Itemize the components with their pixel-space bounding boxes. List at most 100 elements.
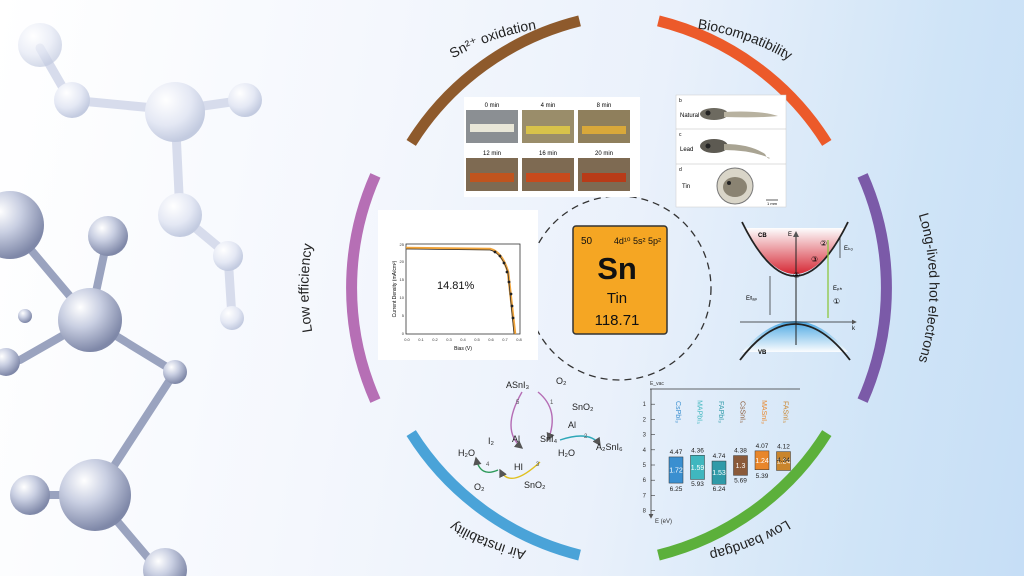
biocompat-panel: b c d Natural Lead Tin 1 mm bbox=[675, 94, 787, 208]
bandgap-value-label: 1.53 bbox=[712, 470, 726, 477]
svg-text:15: 15 bbox=[400, 277, 405, 282]
marker-3: ③ bbox=[811, 255, 818, 264]
bandgap-bars: 4.47 1.72 6.25 CsPbI₃ 4.36 1.59 5.93 MAPbI₃ 4.74… bbox=[668, 400, 791, 493]
zebrafish-tin-embryo bbox=[716, 167, 754, 205]
svg-text:0.3: 0.3 bbox=[446, 337, 452, 342]
bandgap-axis-top: E_vac bbox=[650, 381, 664, 387]
material-column: 4.47 1.72 6.25 CsPbI₃ bbox=[668, 401, 684, 493]
species-o2-bottom: O₂ bbox=[474, 482, 485, 492]
svg-text:0.7: 0.7 bbox=[502, 337, 508, 342]
eko-label: Eₖₒ bbox=[844, 246, 854, 252]
time-12: 12 min bbox=[483, 151, 501, 157]
element-tile: 50 4d¹⁰ 5s² 5p² Sn Tin 118.71 bbox=[572, 225, 668, 335]
element-name: Tin bbox=[607, 290, 627, 307]
arc-low-efficiency bbox=[346, 173, 381, 403]
material-column: 4.38 1.3 5.69 CsSnI₃ bbox=[733, 401, 748, 484]
svg-text:25: 25 bbox=[400, 242, 405, 247]
label-low-efficiency: Low efficiency bbox=[295, 242, 315, 334]
material-name-label: FAPbI₃ bbox=[717, 401, 724, 423]
cb-curve bbox=[741, 221, 849, 277]
bandgap-value-label: 1.24 bbox=[755, 458, 769, 465]
species-al-left: Al bbox=[512, 434, 520, 444]
bandgap-ytick: 4 bbox=[643, 448, 647, 454]
vb-level-label: 5.93 bbox=[691, 481, 704, 488]
material-name-label: CsPbI₃ bbox=[674, 401, 681, 423]
svg-text:5: 5 bbox=[402, 313, 405, 318]
svg-text:2: 2 bbox=[584, 434, 588, 440]
svg-text:c: c bbox=[679, 132, 682, 138]
material-column: 4.07 1.24 5.39 MASnI₃ bbox=[754, 400, 770, 480]
svg-text:d: d bbox=[679, 167, 682, 173]
bandgap-value-label: 1.72 bbox=[669, 468, 683, 475]
bandgap-value-label: 1.3 bbox=[736, 463, 746, 470]
svg-text:b: b bbox=[679, 98, 682, 104]
scale-bar-label: 1 mm bbox=[767, 201, 778, 206]
arrow-step4 bbox=[473, 456, 499, 473]
species-sni4: SnI₄ bbox=[540, 434, 558, 444]
time-8: 8 min bbox=[597, 103, 612, 109]
bandgap-chart: E_vac E (eV) 1 2 3 4 5 6 7 8 4.47 1.72 6.25 CsPbI₃… bbox=[643, 381, 800, 525]
time-20: 20 min bbox=[595, 151, 613, 157]
time-4: 4 min bbox=[541, 103, 556, 109]
svg-text:20: 20 bbox=[400, 259, 405, 264]
cb-level-label: 4.12 bbox=[777, 444, 790, 451]
arc-air-instability bbox=[406, 430, 581, 561]
zebrafish-natural bbox=[700, 108, 778, 120]
cycle-species: ASnI₃ O₂ SnO₂ Al Al SnI₄ A₂SnI₆ I₂ H₂O H… bbox=[458, 376, 623, 492]
marker-4: ④ bbox=[793, 271, 800, 280]
material-column: 4.74 1.53 6.24 FAPbI₃ bbox=[711, 401, 727, 493]
cb-label: CB bbox=[758, 233, 767, 239]
arc-oxidation bbox=[406, 15, 581, 146]
material-column: 4.12 1.244.34 FASnI₃ bbox=[776, 401, 791, 471]
cb-fill bbox=[745, 228, 845, 274]
vb-level-label: 6.24 bbox=[713, 486, 726, 493]
svg-text:1: 1 bbox=[550, 400, 554, 406]
bandgap-axis-label: E (eV) bbox=[655, 519, 672, 525]
bio-label-tin: Tin bbox=[682, 184, 690, 190]
cb-level-label: 4.36 bbox=[691, 447, 704, 454]
atomic-mass: 118.71 bbox=[595, 312, 640, 329]
bandgap-value-label: 1.24 bbox=[777, 459, 791, 466]
eph-label: Eₚₕ bbox=[833, 286, 843, 292]
reaction-cycle-panel: ASnI₃ O₂ SnO₂ Al Al SnI₄ A₂SnI₆ I₂ H₂O H… bbox=[458, 376, 623, 492]
bandgap-ytick: 6 bbox=[643, 478, 647, 484]
jv-panel-bg bbox=[378, 210, 538, 360]
egap-label: Eᵍₐₚ bbox=[746, 296, 757, 302]
atomic-number: 50 bbox=[581, 236, 593, 247]
cycle-step-numbers: 1 2 3 4 5 bbox=[486, 400, 588, 468]
jv-efficiency-label: 14.81% bbox=[437, 280, 475, 292]
bandgap-bar bbox=[690, 455, 705, 480]
arc-low-bandgap bbox=[657, 430, 832, 561]
bio-label-lead: Lead bbox=[680, 147, 693, 153]
bandgap-ytick: 7 bbox=[643, 493, 647, 499]
element-symbol: Sn bbox=[597, 251, 637, 286]
material-column: 4.36 1.59 5.93 MAPbI₃ bbox=[690, 400, 705, 488]
vb-fill bbox=[742, 321, 848, 352]
species-o2-top: O₂ bbox=[556, 376, 567, 386]
arrow-step2 bbox=[559, 435, 601, 447]
svg-text:10: 10 bbox=[400, 295, 405, 300]
arc-hot-electrons bbox=[857, 173, 892, 403]
bandgap-bar bbox=[733, 455, 748, 476]
jv-yticks: 0 5 10 15 20 25 bbox=[400, 242, 405, 336]
bandgap-value-label: 1.59 bbox=[691, 465, 705, 472]
species-hi: HI bbox=[514, 462, 523, 472]
bandgap-bar bbox=[668, 456, 684, 484]
svg-text:3: 3 bbox=[536, 462, 540, 468]
bio-label-natural: Natural bbox=[680, 113, 699, 119]
band-structure-panel: CB VB E k Eₖₒ Eₚₕ Eᵍₐₚ ② ③ ④ ① bbox=[739, 221, 857, 361]
label-hot-electrons: Long-lived hot electrons bbox=[916, 211, 943, 365]
jv-panel: 14.81% Current Density (mA/cm²) Bias (V)… bbox=[378, 210, 538, 360]
time-0: 0 min bbox=[485, 103, 500, 109]
arrow-step3 bbox=[499, 461, 541, 479]
bandgap-bar bbox=[711, 460, 727, 485]
bandgap-ytick: 8 bbox=[643, 509, 647, 515]
bandgap-ytick: 3 bbox=[643, 433, 647, 439]
label-low-bandgap: Low bandgap bbox=[708, 517, 793, 564]
bandgap-bar bbox=[754, 450, 770, 470]
species-h2o-right: H₂O bbox=[558, 448, 575, 458]
bandgap-bar bbox=[776, 451, 791, 471]
bandgap-ytick: 5 bbox=[643, 463, 647, 469]
species-sno2-right: SnO₂ bbox=[572, 402, 594, 412]
